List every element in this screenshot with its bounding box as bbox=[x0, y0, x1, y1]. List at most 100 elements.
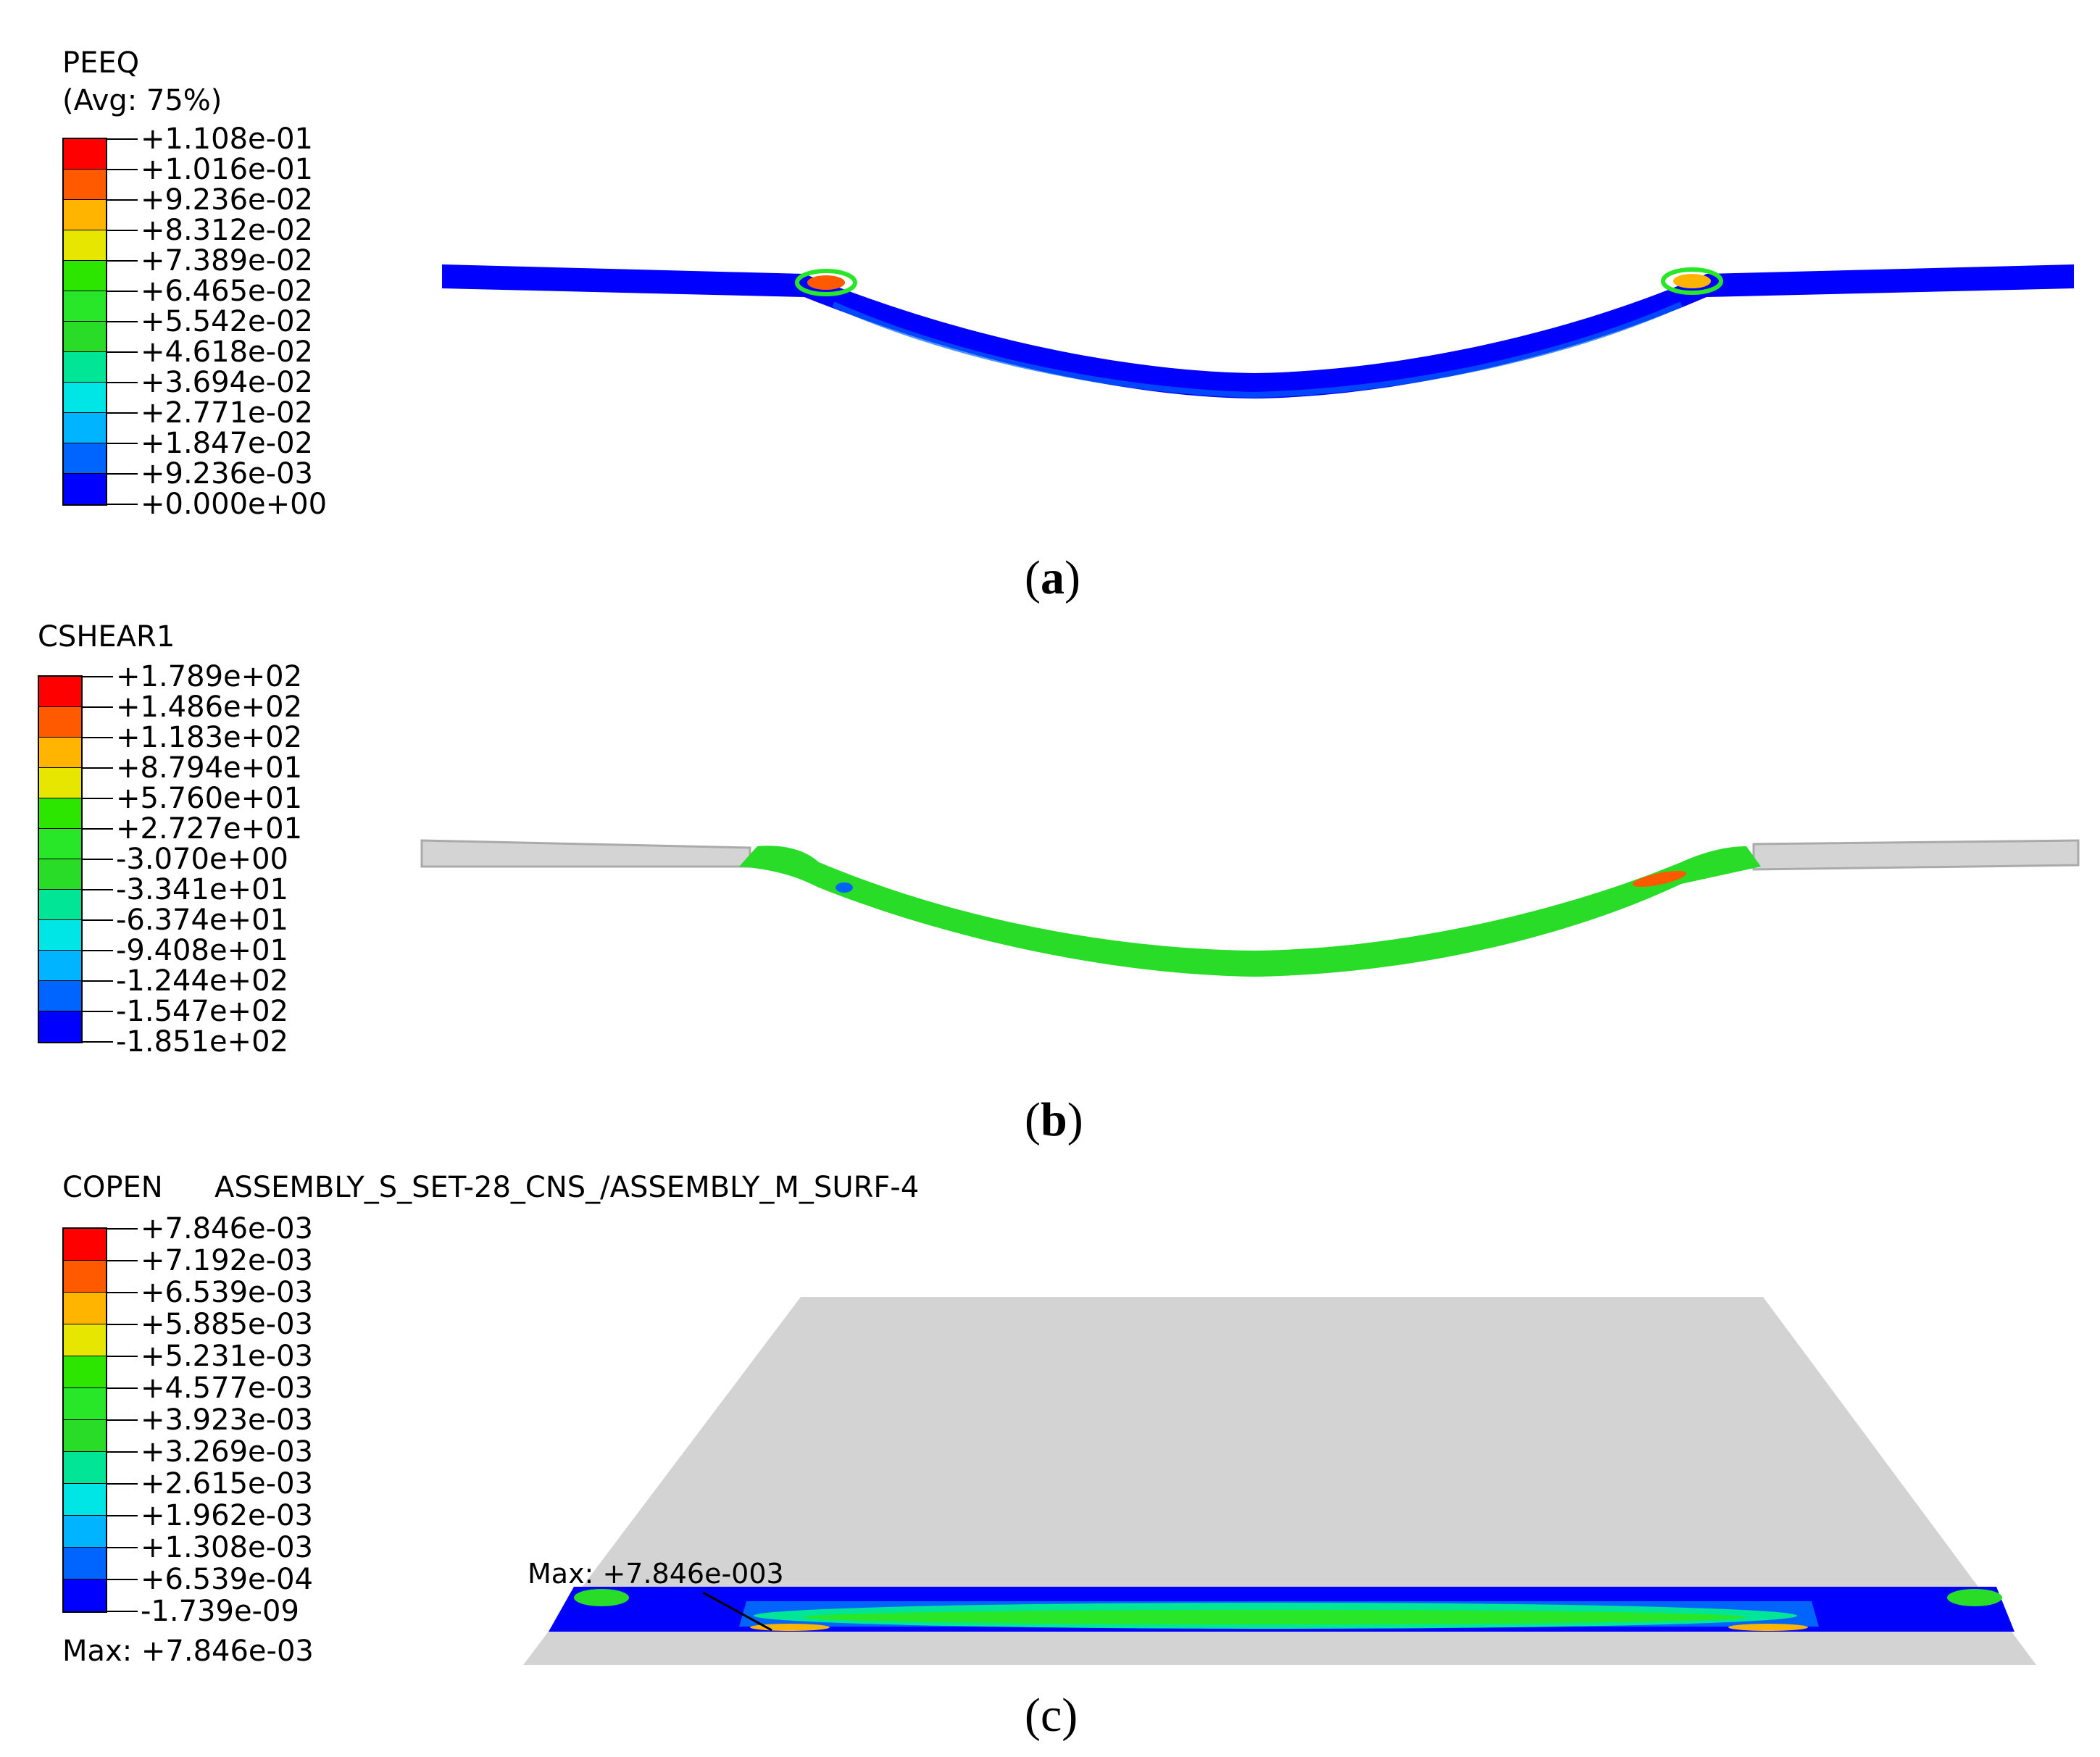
legend-swatch bbox=[39, 890, 81, 920]
legend-swatch bbox=[39, 951, 81, 981]
legend-tick bbox=[81, 798, 113, 799]
caption-a: (a) bbox=[1025, 551, 1080, 604]
legend-title-cshear1: CSHEAR1 bbox=[38, 620, 175, 654]
legend-tick bbox=[81, 950, 113, 951]
legend-value-label: +5.231e-03 bbox=[141, 1340, 313, 1373]
legend-color-bar bbox=[38, 675, 83, 1043]
legend-tick bbox=[106, 1451, 138, 1453]
caption-c: (c) bbox=[1025, 1689, 1078, 1742]
legend-tick bbox=[106, 1515, 138, 1516]
legend-swatch bbox=[64, 383, 106, 413]
beam-body bbox=[442, 264, 2074, 398]
legend-value-label: +2.771e-02 bbox=[141, 396, 313, 430]
legend-tick bbox=[106, 1483, 138, 1485]
legend-tick bbox=[106, 230, 138, 231]
opening-band-core bbox=[804, 1610, 1746, 1624]
undeformed-left-segment bbox=[420, 839, 751, 868]
legend-tick bbox=[106, 1260, 138, 1261]
legend-value-label: -3.341e+01 bbox=[116, 873, 288, 906]
legend-value-label: +5.885e-03 bbox=[141, 1308, 313, 1341]
plastic-hotspot-left-outer bbox=[795, 269, 857, 296]
legend-swatch bbox=[64, 1261, 106, 1293]
legend-tick bbox=[81, 980, 113, 982]
legend-swatch bbox=[64, 322, 106, 352]
legend-swatch bbox=[64, 474, 106, 504]
legend-value-label: +6.539e-03 bbox=[141, 1276, 313, 1309]
legend-swatch bbox=[39, 677, 81, 707]
legend-swatch bbox=[39, 768, 81, 798]
legend-tick bbox=[106, 1324, 138, 1325]
legend-swatch bbox=[64, 1579, 106, 1611]
legend-swatch bbox=[64, 352, 106, 383]
legend-swatch bbox=[64, 200, 106, 230]
legend-value-label: +1.962e-03 bbox=[141, 1499, 313, 1532]
legend-value-label: +1.486e+02 bbox=[116, 690, 303, 724]
legend-swatch bbox=[64, 291, 106, 322]
legend-value-label: +7.389e-02 bbox=[141, 244, 313, 277]
legend-color-bar bbox=[62, 138, 107, 506]
opening-hotspot-right bbox=[1728, 1624, 1808, 1631]
legend-tick bbox=[81, 767, 113, 769]
legend-tick bbox=[106, 1611, 138, 1612]
legend-value-label: +3.694e-02 bbox=[141, 366, 313, 399]
shear-hotspot-right bbox=[1632, 870, 1687, 888]
legend-value-label: +9.236e-03 bbox=[141, 457, 313, 491]
legend-tick bbox=[106, 138, 138, 140]
legend-tick bbox=[81, 1041, 113, 1043]
legend-value-label: +4.577e-03 bbox=[141, 1372, 313, 1405]
legend-value-label: +1.108e-01 bbox=[141, 122, 313, 156]
master-surface-plate bbox=[523, 1297, 2036, 1665]
legend-tick bbox=[81, 706, 113, 708]
undeformed-right-segment bbox=[1752, 839, 2080, 871]
legend-tick bbox=[106, 351, 138, 353]
legend-tick bbox=[106, 382, 138, 383]
legend-swatch bbox=[64, 1229, 106, 1261]
legend-subtitle-avg: (Avg: 75%) bbox=[62, 84, 222, 117]
model-max-label: Max: +7.846e-003 bbox=[528, 1558, 784, 1590]
legend-value-label: +7.192e-03 bbox=[141, 1244, 313, 1277]
legend-swatch bbox=[64, 413, 106, 443]
legend-value-label: +0.000e+00 bbox=[141, 488, 328, 521]
legend-value-label: +2.727e+01 bbox=[116, 812, 303, 846]
legend-swatch bbox=[39, 1011, 81, 1042]
legend-tick bbox=[106, 260, 138, 262]
legend-tick bbox=[81, 919, 113, 921]
contact-region-body bbox=[739, 846, 1761, 977]
edge-green-left bbox=[574, 1589, 629, 1606]
legend-value-label: -1.244e+02 bbox=[116, 964, 288, 998]
legend-color-bar bbox=[62, 1227, 107, 1613]
max-leader-line bbox=[702, 1591, 772, 1632]
legend-tick bbox=[106, 1228, 138, 1230]
legend-tick bbox=[106, 291, 138, 292]
legend-swatch bbox=[39, 981, 81, 1011]
beam-model-peeq bbox=[442, 264, 2074, 398]
legend-value-label: -9.408e+01 bbox=[116, 934, 288, 967]
legend-value-label: +1.847e-02 bbox=[141, 427, 313, 460]
legend-swatch bbox=[64, 1516, 106, 1548]
legend-value-label: +9.236e-02 bbox=[141, 183, 313, 217]
legend-tick bbox=[106, 1547, 138, 1548]
legend-tick bbox=[106, 473, 138, 475]
legend-value-label: +1.016e-01 bbox=[141, 153, 313, 186]
legend-tick bbox=[106, 199, 138, 201]
legend-swatch bbox=[64, 443, 106, 474]
legend-title-copen: COPEN bbox=[62, 1171, 163, 1204]
caption-b: (b) bbox=[1025, 1093, 1083, 1146]
legend-value-label: -1.547e+02 bbox=[116, 995, 288, 1028]
plastic-hotspot-left bbox=[807, 275, 845, 290]
legend-tick bbox=[106, 412, 138, 414]
plastic-hotspot-right-outer bbox=[1661, 267, 1723, 295]
legend-value-label: -1.739e-09 bbox=[141, 1595, 299, 1628]
legend-value-label: +2.615e-03 bbox=[141, 1467, 313, 1501]
legend-value-label: -3.070e+00 bbox=[116, 843, 288, 876]
legend-swatch bbox=[39, 707, 81, 738]
legend-tick bbox=[81, 737, 113, 738]
legend-tick bbox=[81, 889, 113, 890]
legend-swatch bbox=[64, 1452, 106, 1484]
legend-swatch bbox=[64, 1388, 106, 1420]
legend-swatch bbox=[64, 139, 106, 170]
legend-swatch bbox=[64, 1324, 106, 1356]
legend-value-label: +8.794e+01 bbox=[116, 751, 303, 785]
legend-swatch bbox=[39, 829, 81, 859]
legend-tick bbox=[106, 321, 138, 322]
